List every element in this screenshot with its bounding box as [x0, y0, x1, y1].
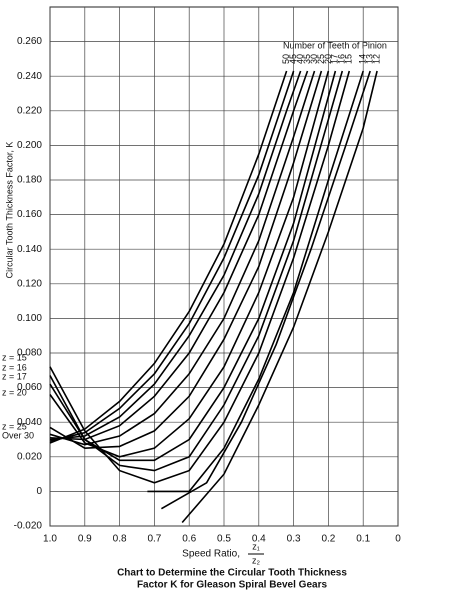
curve-label: 35 [302, 54, 312, 64]
curve-label: 30 [309, 54, 319, 64]
curve [161, 70, 371, 510]
x-tick-label: 0.7 [147, 534, 161, 545]
curve [49, 70, 351, 484]
y-tick-label: 0.120 [17, 278, 42, 289]
y-tick-label: 0.040 [17, 417, 42, 428]
curve [147, 70, 364, 493]
x-axis-label: Speed Ratio, [182, 549, 240, 560]
curve-label: 13 [365, 54, 375, 64]
y-tick-label: 0 [36, 486, 42, 497]
y-tick-label: 0.100 [17, 313, 42, 324]
curve-label: 45 [288, 54, 298, 64]
x-tick-label: 1.0 [43, 534, 57, 545]
x-tick-label: 0.2 [321, 534, 335, 545]
curve-label: 12 [371, 54, 381, 64]
x-tick-label: 0.9 [78, 534, 92, 545]
y-tick-label: 0.140 [17, 244, 42, 255]
annotation: Over 30 [2, 430, 34, 440]
annotation: z = 20 [2, 387, 27, 397]
x-tick-label: 0.1 [356, 534, 370, 545]
curve-label: 25 [316, 54, 326, 64]
curve [49, 70, 295, 442]
curve-label: 20 [323, 54, 333, 64]
curve-label: 16 [337, 54, 347, 64]
x-tick-label: 0.4 [252, 534, 266, 545]
y-tick-label: 0.020 [17, 451, 42, 462]
y-tick-label: 0.080 [17, 348, 42, 359]
curve [181, 70, 378, 524]
curve [49, 70, 344, 472]
legend-title: Number of Teeth of Pinion [283, 40, 387, 50]
curve [49, 70, 309, 441]
y-tick-label: 0.240 [17, 71, 42, 82]
x-axis-label-numerator: z₁ [252, 541, 260, 551]
y-axis-label: Circular Tooth Thickness Factor, K [4, 142, 14, 279]
curve [49, 70, 316, 446]
curve-label: 17 [330, 54, 340, 64]
curve-label: 15 [344, 54, 354, 64]
annotation: z = 17 [2, 371, 27, 381]
y-tick-label: 0.160 [17, 209, 42, 220]
x-axis-label-denominator: z₂ [252, 555, 261, 565]
annotation: z = 16 [2, 362, 27, 372]
x-tick-label: 0.3 [287, 534, 301, 545]
y-tick-label: 0.200 [17, 140, 42, 151]
y-tick-label: 0.260 [17, 36, 42, 47]
y-tick-label: 0.220 [17, 105, 42, 116]
annotation: z = 25 [2, 421, 27, 431]
curve [49, 70, 302, 441]
y-tick-label: -0.020 [14, 521, 43, 532]
curve-label: 40 [295, 54, 305, 64]
curve [49, 70, 288, 444]
x-tick-label: 0 [395, 534, 401, 545]
x-tick-label: 0.5 [217, 534, 231, 545]
curve-label: 50 [281, 54, 291, 64]
curve-label: 14 [358, 54, 368, 64]
y-tick-label: 0.060 [17, 382, 42, 393]
chart-title: Chart to Determine the Circular Tooth Th… [117, 568, 347, 579]
chart-title: Factor K for Gleason Spiral Bevel Gears [137, 580, 328, 591]
x-tick-label: 0.8 [113, 534, 127, 545]
curve [49, 70, 337, 462]
x-tick-label: 0.6 [182, 534, 196, 545]
annotation: z = 15 [2, 352, 27, 362]
y-tick-label: 0.180 [17, 175, 42, 186]
